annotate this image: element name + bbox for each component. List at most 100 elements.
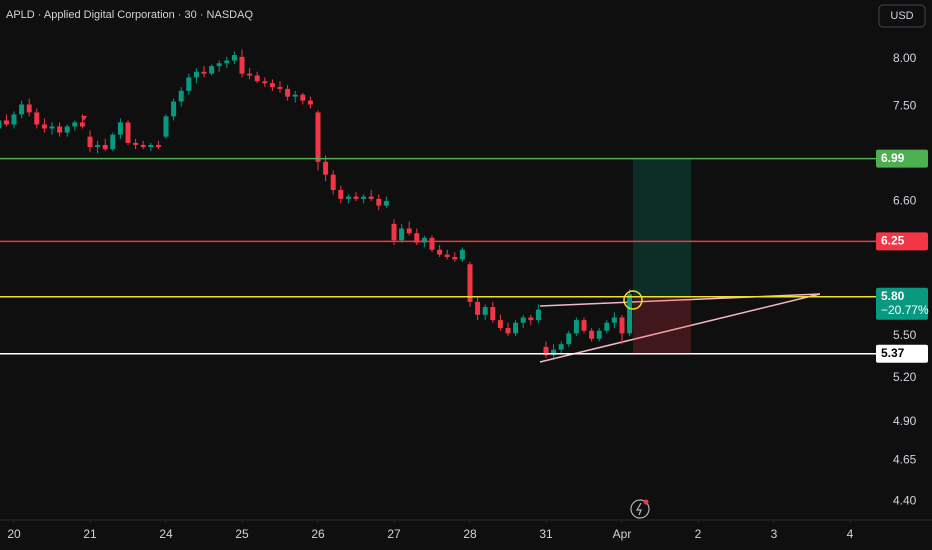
candle-body — [216, 63, 222, 67]
candle-body — [604, 322, 610, 331]
candle-body — [87, 136, 93, 148]
price-level-badge — [876, 344, 928, 363]
candle-body — [102, 144, 108, 150]
candle-body — [201, 71, 207, 74]
currency-label: USD — [890, 10, 913, 22]
candle-body — [292, 94, 298, 97]
candle-body — [117, 122, 123, 135]
candle-body — [596, 330, 602, 339]
candle-body — [209, 66, 215, 74]
candle-body — [551, 349, 557, 356]
loss-zone — [633, 296, 691, 354]
candle-body — [437, 249, 443, 255]
price-level-label: 6.99 — [881, 151, 905, 165]
x-tick-label: 28 — [463, 527, 477, 541]
highlight-circle — [623, 290, 643, 310]
x-tick-label: 27 — [387, 527, 401, 541]
candle-body — [26, 104, 32, 113]
candle-body — [125, 122, 131, 143]
candle-body — [155, 144, 161, 148]
candle-body — [224, 60, 230, 64]
x-tick-label: 4 — [847, 527, 854, 541]
profit-zone — [633, 158, 691, 297]
candle-body — [19, 104, 25, 115]
candle-body — [110, 134, 116, 150]
candle-body — [573, 320, 579, 334]
candle-body — [262, 81, 268, 84]
candle-body — [467, 264, 473, 302]
price-level-badge — [876, 149, 928, 168]
candle-body — [459, 249, 465, 260]
candle-body — [186, 77, 192, 91]
price-level-label: 6.25 — [881, 234, 905, 248]
candle-body — [406, 228, 412, 234]
candle-body — [505, 328, 511, 334]
price-level-label: 5.80 — [881, 289, 905, 303]
candle-body — [330, 174, 336, 190]
candle-body — [345, 196, 351, 199]
candle-body — [490, 307, 496, 321]
x-tick-label: 24 — [159, 527, 173, 541]
candle-body — [285, 88, 291, 97]
candle-body — [300, 94, 306, 101]
replay-icon[interactable] — [630, 499, 650, 519]
trend-line-lower — [539, 293, 821, 363]
price-level-badge — [876, 232, 928, 251]
y-tick-label: 4.90 — [893, 414, 917, 428]
candle-body — [619, 317, 625, 334]
y-tick-label: 4.65 — [893, 453, 917, 467]
price-level-badge — [876, 287, 928, 320]
candle-body — [323, 161, 329, 175]
candle-body — [353, 196, 359, 199]
candle-body — [543, 346, 549, 356]
candle-body — [193, 71, 199, 78]
candle-body — [452, 256, 458, 260]
candle-body — [72, 122, 78, 127]
currency-button[interactable] — [878, 4, 926, 28]
candle-body — [414, 233, 420, 243]
candle-body — [429, 237, 435, 250]
candle-body — [627, 294, 633, 334]
candle-body — [513, 322, 519, 334]
candle-body — [277, 86, 283, 89]
candle-body — [520, 317, 526, 323]
change-label: −20.77% — [881, 303, 929, 317]
candle-body — [254, 75, 260, 82]
candle-body — [239, 56, 245, 74]
candle-body — [558, 344, 564, 350]
candle-body — [535, 309, 541, 321]
candle-body — [3, 120, 9, 125]
candle-body — [376, 198, 382, 206]
x-tick-label: 31 — [539, 527, 553, 541]
candle-body — [64, 126, 70, 133]
candle-body — [589, 330, 595, 339]
candle-body — [231, 54, 237, 61]
candle-body — [11, 114, 17, 125]
candle-body — [41, 124, 47, 129]
candle-body — [475, 301, 481, 315]
candle-body — [269, 83, 275, 87]
candle-body — [444, 254, 450, 257]
candle-body — [528, 317, 534, 321]
y-tick-label: 5.20 — [893, 370, 917, 384]
candle-body — [0, 120, 2, 129]
candle-body — [140, 144, 146, 148]
candle-body — [482, 307, 488, 315]
candle-body — [566, 333, 572, 345]
y-tick-label: 4.40 — [893, 493, 917, 507]
candle-body — [368, 196, 374, 199]
candle-body — [361, 196, 367, 199]
candle-body — [133, 142, 139, 145]
candle-body — [581, 320, 587, 331]
candle-body — [49, 126, 55, 129]
candle-body — [391, 223, 397, 241]
x-tick-label: Apr — [613, 527, 632, 541]
candle-body — [163, 116, 169, 137]
y-tick-label: 5.50 — [893, 328, 917, 342]
x-tick-label: 2 — [695, 527, 702, 541]
candle-body — [421, 237, 427, 243]
candle-body — [247, 73, 253, 76]
candle-body — [79, 122, 85, 127]
candle-body — [497, 320, 503, 329]
